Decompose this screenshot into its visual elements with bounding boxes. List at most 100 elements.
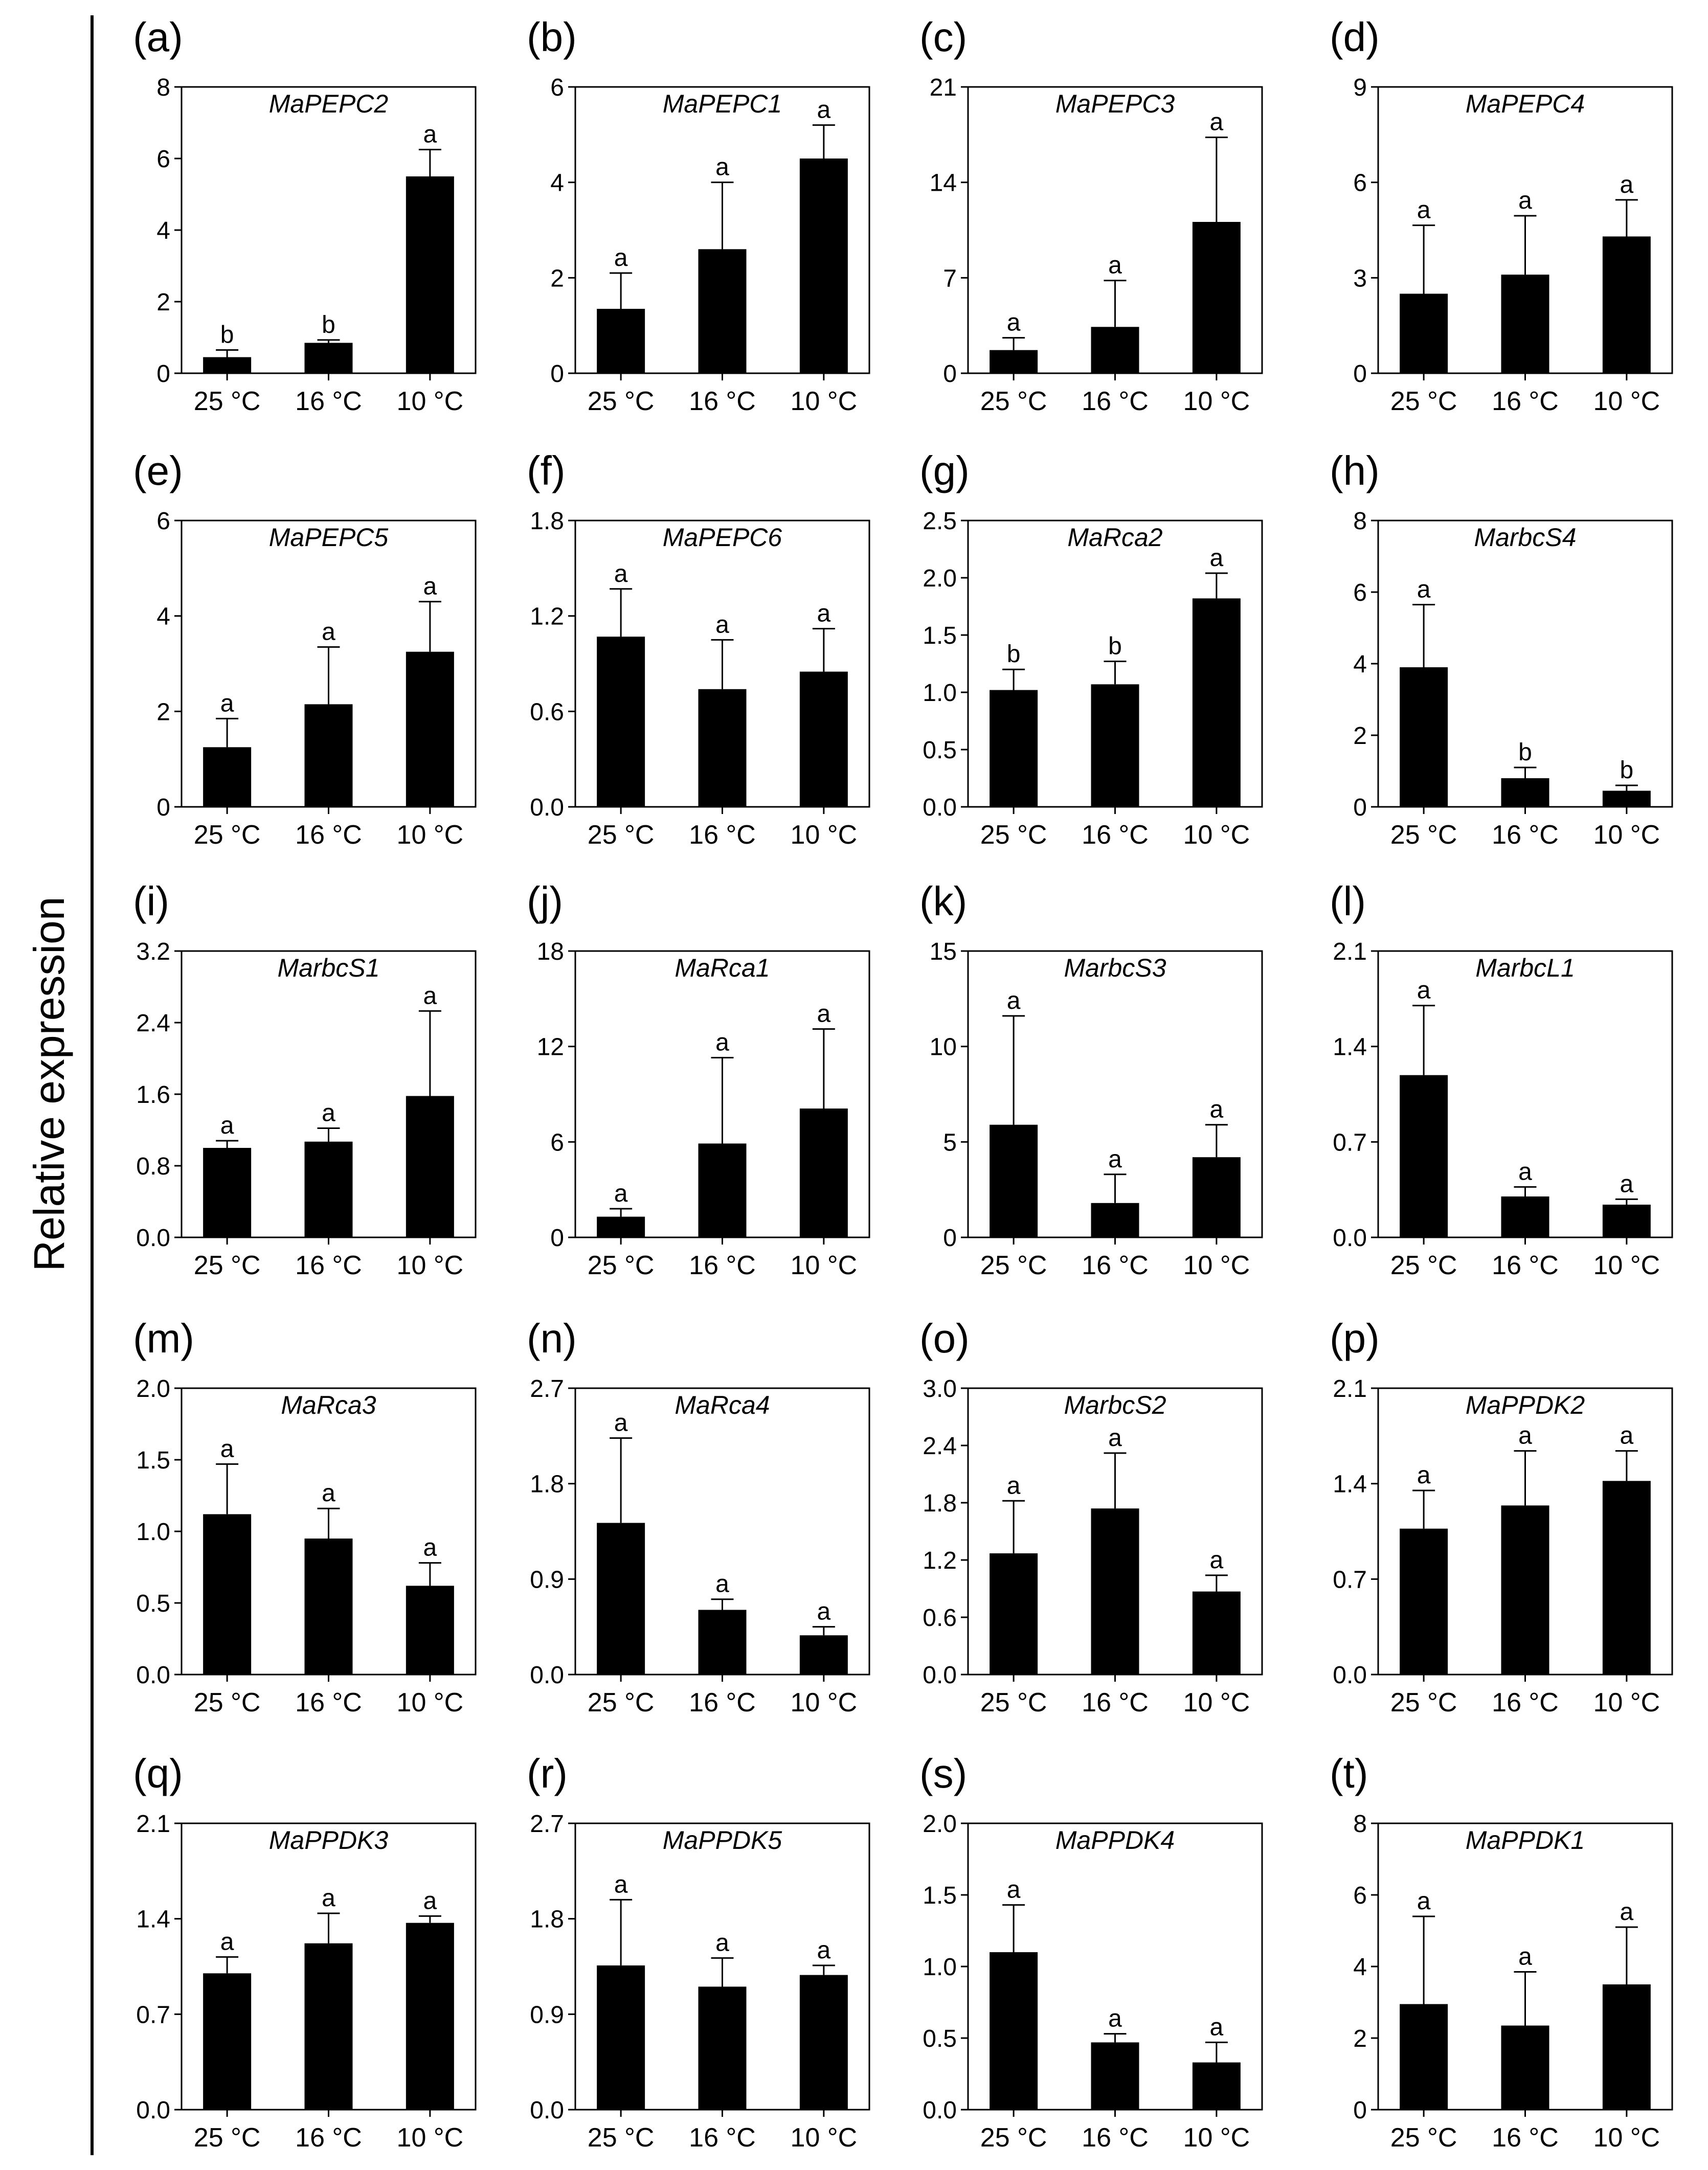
bar — [203, 1148, 252, 1237]
significance-letter: a — [715, 154, 729, 181]
x-tick-label: 25 °C — [588, 820, 655, 850]
bar — [990, 1952, 1038, 2110]
bar — [799, 671, 848, 807]
significance-letter: a — [614, 244, 628, 272]
bar — [304, 343, 353, 373]
panel-j: (j) MaRca1 0 6 12 18 a 25 °C a 16 °C a 10 °C — [527, 878, 870, 1280]
bar — [1192, 222, 1241, 373]
significance-letter: b — [220, 322, 234, 349]
y-tick-label: 4 — [550, 170, 564, 197]
y-tick-label: 0.0 — [530, 794, 564, 821]
x-tick-label: 25 °C — [1390, 2123, 1457, 2153]
significance-letter: a — [322, 1885, 335, 1912]
bar — [1400, 1528, 1448, 1675]
y-tick-label: 0.0 — [136, 2097, 170, 2124]
panel-label: (o) — [919, 1316, 970, 1361]
y-tick-label: 2.7 — [530, 1375, 564, 1403]
significance-letter: a — [220, 1112, 234, 1139]
significance-letter: a — [1620, 1170, 1634, 1197]
gene-title: MaPPDK3 — [269, 1826, 389, 1855]
bar — [203, 1514, 252, 1675]
x-tick-label: 10 °C — [397, 1251, 464, 1280]
y-tick-label: 0.0 — [923, 794, 957, 821]
y-tick-label: 4 — [1353, 1954, 1367, 1981]
bar — [304, 1141, 353, 1237]
panel-label: (c) — [919, 14, 967, 60]
x-tick-label: 25 °C — [588, 2123, 655, 2153]
x-tick-label: 16 °C — [689, 820, 756, 850]
y-tick-label: 0.5 — [923, 737, 957, 764]
significance-letter: a — [220, 1928, 234, 1955]
significance-letter: a — [1620, 1898, 1634, 1926]
gene-title: MaPEPC3 — [1055, 89, 1175, 118]
panel-label: (e) — [133, 448, 183, 493]
bar — [203, 357, 252, 373]
gene-title: MaPEPC5 — [269, 523, 389, 552]
x-tick-label: 25 °C — [194, 387, 261, 416]
y-tick-label: 2.0 — [136, 1375, 170, 1403]
panel-o: (o) MarbcS2 0.0 0.6 1.2 1.8 2.4 3.0 a 25 °C a 16 °C… — [919, 1316, 1263, 1717]
y-tick-label: 1.0 — [923, 680, 957, 707]
panel-label: (q) — [133, 1751, 183, 1796]
bar — [1602, 1984, 1651, 2110]
significance-letter: a — [1210, 1547, 1224, 1574]
x-tick-label: 16 °C — [295, 820, 362, 850]
y-tick-label: 15 — [930, 938, 957, 965]
significance-letter: a — [220, 690, 234, 717]
y-tick-label: 6 — [550, 74, 564, 101]
y-tick-label: 1.8 — [530, 1471, 564, 1498]
gene-title: MaPEPC6 — [663, 523, 782, 552]
y-tick-label: 1.6 — [136, 1081, 170, 1109]
significance-letter: b — [1007, 641, 1021, 668]
y-tick-label: 1.4 — [136, 1906, 170, 1933]
significance-letter: a — [817, 97, 831, 124]
x-tick-label: 10 °C — [791, 387, 858, 416]
y-tick-label: 1.8 — [530, 1906, 564, 1933]
x-tick-label: 16 °C — [1082, 387, 1149, 416]
gene-title: MarbcS3 — [1064, 954, 1166, 982]
y-tick-label: 0.6 — [923, 1604, 957, 1632]
x-tick-label: 16 °C — [689, 1688, 756, 1717]
panel-label: (i) — [133, 878, 169, 924]
significance-letter: a — [715, 1929, 729, 1956]
significance-letter: a — [1417, 576, 1431, 603]
bar — [1501, 2025, 1549, 2110]
significance-letter: b — [322, 311, 335, 338]
y-tick-label: 1.2 — [923, 1547, 957, 1574]
panel-label: (p) — [1330, 1316, 1380, 1361]
panel-h: (h) MarbcS4 0 2 4 6 8 a 25 °C b 16 °C b 10 °C — [1330, 448, 1673, 850]
y-tick-label: 6 — [1353, 1882, 1367, 1909]
gene-title: MaRca3 — [281, 1391, 376, 1419]
bar — [1091, 2042, 1139, 2110]
significance-letter: a — [1620, 171, 1634, 198]
y-tick-label: 0 — [156, 794, 170, 821]
significance-letter: a — [1417, 197, 1431, 224]
y-tick-label: 0.0 — [1333, 1225, 1367, 1252]
significance-letter: a — [322, 618, 335, 645]
y-tick-label: 2 — [1353, 2025, 1367, 2052]
x-tick-label: 10 °C — [791, 820, 858, 850]
panel-m: (m) MaRca3 0.0 0.5 1.0 1.5 2.0 a 25 °C a 16 °C a 10 … — [133, 1316, 477, 1717]
significance-letter: a — [1007, 309, 1021, 336]
y-tick-label: 0.0 — [136, 1662, 170, 1689]
panel-p: (p) MaPPDK2 0.0 0.7 1.4 2.1 a 25 °C a 16 °C a 10 °C — [1330, 1316, 1673, 1717]
y-tick-label: 2.1 — [136, 1811, 170, 1838]
bar — [203, 1973, 252, 2110]
panel-t: (t) MaPPDK1 0 2 4 6 8 a 25 °C a 16 °C a 10 °C — [1330, 1751, 1673, 2153]
y-tick-label: 21 — [930, 74, 957, 101]
y-tick-label: 0 — [550, 360, 564, 388]
significance-letter: a — [1417, 1462, 1431, 1489]
bar — [406, 1096, 454, 1237]
significance-letter: a — [1007, 1472, 1021, 1499]
y-tick-label: 2.0 — [923, 1811, 957, 1838]
x-tick-label: 10 °C — [1183, 2123, 1250, 2153]
x-tick-label: 25 °C — [1390, 1688, 1457, 1717]
panel-label: (a) — [133, 14, 183, 60]
x-tick-label: 10 °C — [791, 2123, 858, 2153]
x-tick-label: 25 °C — [194, 820, 261, 850]
bar — [1192, 2062, 1241, 2110]
panel-label: (n) — [527, 1316, 577, 1361]
x-tick-label: 16 °C — [1492, 2123, 1559, 2153]
y-tick-label: 2 — [156, 698, 170, 726]
bar — [990, 690, 1038, 807]
